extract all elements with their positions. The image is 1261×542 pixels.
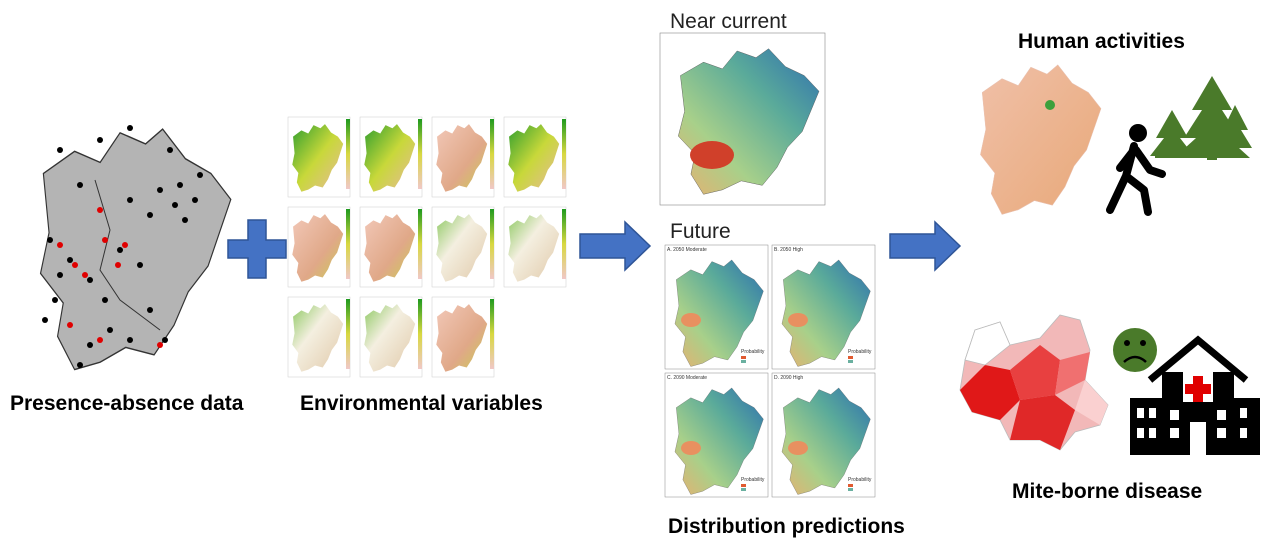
env-colorbar [418,299,422,369]
legend-swatch [848,360,853,363]
legend-swatch [848,356,853,359]
future-maps: A. 2050 Moderate Probability B. 2050 High P… [665,245,875,497]
hotspot [681,313,701,327]
env-colorbar [346,209,350,279]
walker-icon [1110,124,1162,212]
sad-face-icon [1113,328,1157,372]
legend-swatch [741,356,746,359]
figure: Presence-absence data Environmental vari… [0,0,1261,542]
arrow [580,222,650,270]
legend-title: Probability [741,349,765,355]
presence-map [41,125,231,370]
near-current-map [660,33,825,205]
env-colorbar [562,119,566,189]
human-map [980,65,1101,215]
env-colorbar [490,299,494,369]
arrow [890,222,960,270]
env-colorbar [490,119,494,189]
legend-swatch [848,484,853,487]
legend-title: Probability [848,477,872,483]
hotspot [788,441,808,455]
hotspot [681,441,701,455]
trees-icon [1150,76,1252,160]
env-colorbar [562,209,566,279]
hotspot [788,313,808,327]
env-colorbar [490,209,494,279]
presence-label: Presence-absence data [10,392,244,415]
panel-label: A. 2050 Moderate [667,247,707,253]
env-colorbar [418,119,422,189]
panel-label: D. 2090 High [774,375,803,381]
env-colorbar [346,299,350,369]
panel-label: C. 2090 Moderate [667,375,707,381]
legend-swatch [741,484,746,487]
near-current-title: Near current [670,10,787,33]
future-title: Future [670,220,731,243]
legend-title: Probability [848,349,872,355]
plus-icon [228,220,286,278]
panel-label: B. 2050 High [774,247,803,253]
disease-label: Mite-borne disease [1012,480,1202,503]
environment-grid [288,117,566,377]
human-label: Human activities [1018,30,1185,53]
legend-swatch [848,488,853,491]
legend-swatch [741,488,746,491]
env-colorbar [418,209,422,279]
environment-label: Environmental variables [300,392,543,415]
predictions-label: Distribution predictions [668,515,905,538]
legend-title: Probability [741,477,765,483]
legend-swatch [741,360,746,363]
env-colorbar [346,119,350,189]
disease-map [960,315,1108,450]
